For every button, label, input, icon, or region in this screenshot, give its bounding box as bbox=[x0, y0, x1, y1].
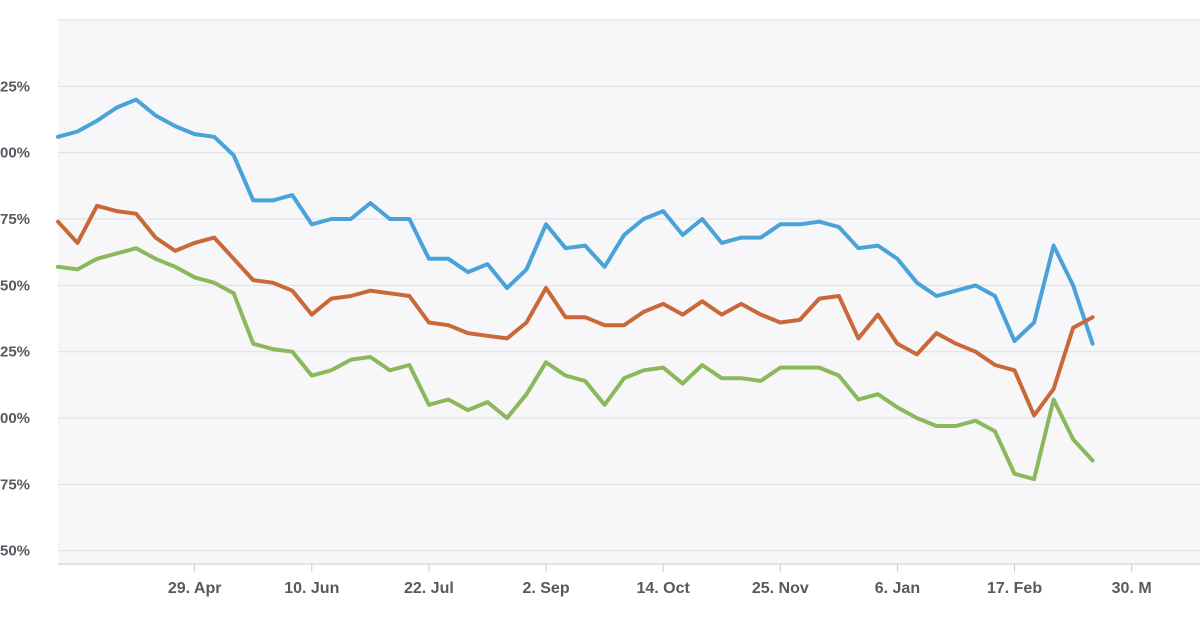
series-line-2 bbox=[56, 203, 1095, 418]
x-tick-label: 25. Nov bbox=[752, 580, 809, 597]
y-tick-label: 75% bbox=[0, 211, 30, 228]
x-tick-label: 14. Oct bbox=[636, 580, 690, 597]
x-tick-label: 29. Apr bbox=[168, 580, 222, 597]
y-tick-label: 50% bbox=[0, 277, 30, 294]
y-tick-label: 00% bbox=[0, 410, 30, 427]
y-tick-label: 50% bbox=[0, 543, 30, 560]
grid-lines bbox=[58, 19, 1200, 552]
x-tick-label: 2. Sep bbox=[522, 580, 569, 597]
x-tick-label: 30. M bbox=[1112, 580, 1152, 597]
x-tick-label: 17. Feb bbox=[987, 580, 1042, 597]
x-tick-label: 10. Jun bbox=[284, 580, 339, 597]
plot-background bbox=[58, 20, 1200, 564]
x-axis-ticks: 29. Apr 10. Jun 22. Jul 2. Sep 14. Oct 25. No… bbox=[168, 564, 1152, 597]
x-tick-label: 22. Jul bbox=[404, 580, 454, 597]
y-axis-labels: 25% 00% 75% 50% 25% 00% 75% 50% bbox=[0, 78, 30, 559]
y-tick-label: 00% bbox=[0, 145, 30, 162]
series-line-3 bbox=[56, 246, 1095, 482]
x-tick-label: 6. Jan bbox=[875, 580, 920, 597]
series-line-1 bbox=[56, 97, 1095, 346]
y-tick-label: 75% bbox=[0, 476, 30, 493]
series-lines bbox=[56, 97, 1095, 482]
y-tick-label: 25% bbox=[0, 78, 30, 95]
y-tick-label: 25% bbox=[0, 344, 30, 361]
